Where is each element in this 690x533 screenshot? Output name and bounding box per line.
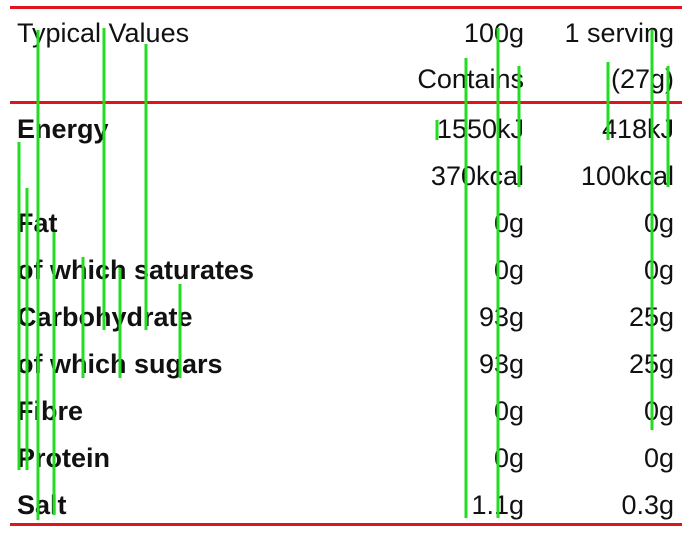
table-row: Carbohydrate 93g 25g bbox=[0, 297, 690, 337]
header-typical-values: Typical Values bbox=[17, 18, 190, 48]
row-label: of which saturates bbox=[17, 255, 255, 285]
header-serving-size: (27g) bbox=[610, 64, 674, 94]
row-label: Carbohydrate bbox=[17, 302, 193, 332]
row-per100: 370kcal bbox=[430, 161, 524, 191]
table-row: Protein 0g 0g bbox=[0, 438, 690, 478]
row-label: Protein bbox=[17, 443, 111, 473]
row-serving: 25g bbox=[628, 302, 674, 332]
row-per100: 93g bbox=[478, 302, 524, 332]
header-100g: 100g bbox=[463, 18, 524, 48]
row-label: of which sugars bbox=[17, 349, 223, 379]
table-row: of which sugars 93g 25g bbox=[0, 344, 690, 384]
row-label: Fat bbox=[17, 208, 58, 238]
table-row: of which saturates 0g 0g bbox=[0, 250, 690, 290]
row-serving: 0g bbox=[643, 443, 674, 473]
row-serving: 0g bbox=[643, 255, 674, 285]
row-serving: 25g bbox=[628, 349, 674, 379]
table-row: Salt 1.1g 0.3g bbox=[0, 485, 690, 525]
row-per100: 0g bbox=[493, 396, 524, 426]
header-row-1: Typical Values 100g 1 serving bbox=[0, 13, 690, 53]
header-row-2: Contains (27g) bbox=[0, 59, 690, 99]
bottom-rule bbox=[10, 523, 682, 526]
row-per100: 1550kJ bbox=[436, 114, 524, 144]
row-serving: 0g bbox=[643, 208, 674, 238]
row-serving: 0.3g bbox=[621, 490, 674, 520]
row-per100: 0g bbox=[493, 255, 524, 285]
header-1-serving: 1 serving bbox=[564, 18, 674, 48]
header-rule bbox=[10, 101, 682, 104]
row-serving: 0g bbox=[643, 396, 674, 426]
row-per100: 0g bbox=[493, 208, 524, 238]
row-per100: 1.1g bbox=[471, 490, 524, 520]
row-serving: 100kcal bbox=[580, 161, 674, 191]
row-label: Salt bbox=[17, 490, 67, 520]
row-serving: 418kJ bbox=[601, 114, 674, 144]
row-per100: 0g bbox=[493, 443, 524, 473]
row-label: Energy bbox=[17, 114, 109, 144]
table-row: 370kcal 100kcal bbox=[0, 156, 690, 196]
table-row: Fibre 0g 0g bbox=[0, 391, 690, 431]
table-row: Fat 0g 0g bbox=[0, 203, 690, 243]
top-rule bbox=[10, 6, 682, 9]
table-row: Energy 1550kJ 418kJ bbox=[0, 109, 690, 149]
header-contains: Contains bbox=[417, 64, 524, 94]
row-label: Fibre bbox=[17, 396, 84, 426]
row-per100: 93g bbox=[478, 349, 524, 379]
